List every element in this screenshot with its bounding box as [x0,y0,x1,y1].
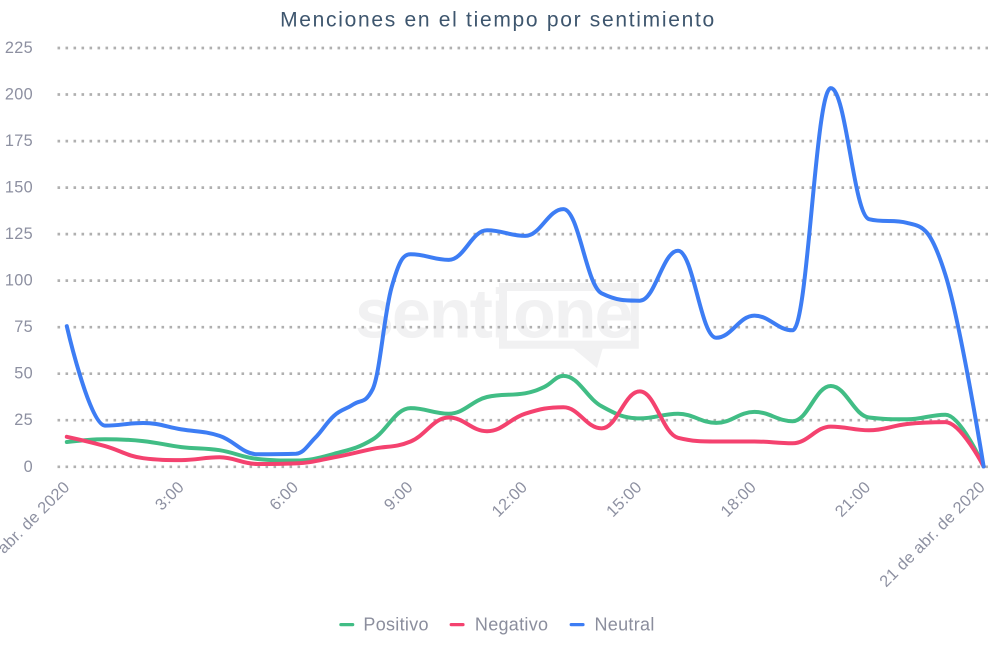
svg-text:3:00: 3:00 [152,478,188,514]
svg-text:20 de abr. de 2020: 20 de abr. de 2020 [0,478,73,591]
svg-text:Neutral: Neutral [595,614,655,634]
svg-text:25: 25 [14,411,33,429]
svg-text:12:00: 12:00 [489,478,532,521]
svg-text:21:00: 21:00 [832,478,875,521]
svg-text:125: 125 [5,225,33,243]
svg-text:75: 75 [14,318,33,336]
svg-text:150: 150 [5,179,33,197]
svg-text:100: 100 [5,272,33,290]
svg-text:175: 175 [5,132,33,150]
svg-text:senti: senti [355,275,508,353]
svg-text:200: 200 [5,86,33,104]
svg-text:6:00: 6:00 [266,478,302,514]
svg-text:Negativo: Negativo [475,614,548,634]
svg-text:Menciones en el tiempo por sen: Menciones en el tiempo por sentimiento [280,9,716,32]
svg-text:15:00: 15:00 [603,478,646,521]
svg-text:Positivo: Positivo [363,614,428,634]
svg-text:21 de abr. de 2020: 21 de abr. de 2020 [876,478,989,591]
svg-text:one: one [513,275,632,353]
svg-text:50: 50 [14,365,33,383]
svg-text:18:00: 18:00 [717,478,760,521]
svg-text:225: 225 [5,39,33,57]
svg-text:0: 0 [24,458,33,476]
svg-text:9:00: 9:00 [381,478,417,514]
